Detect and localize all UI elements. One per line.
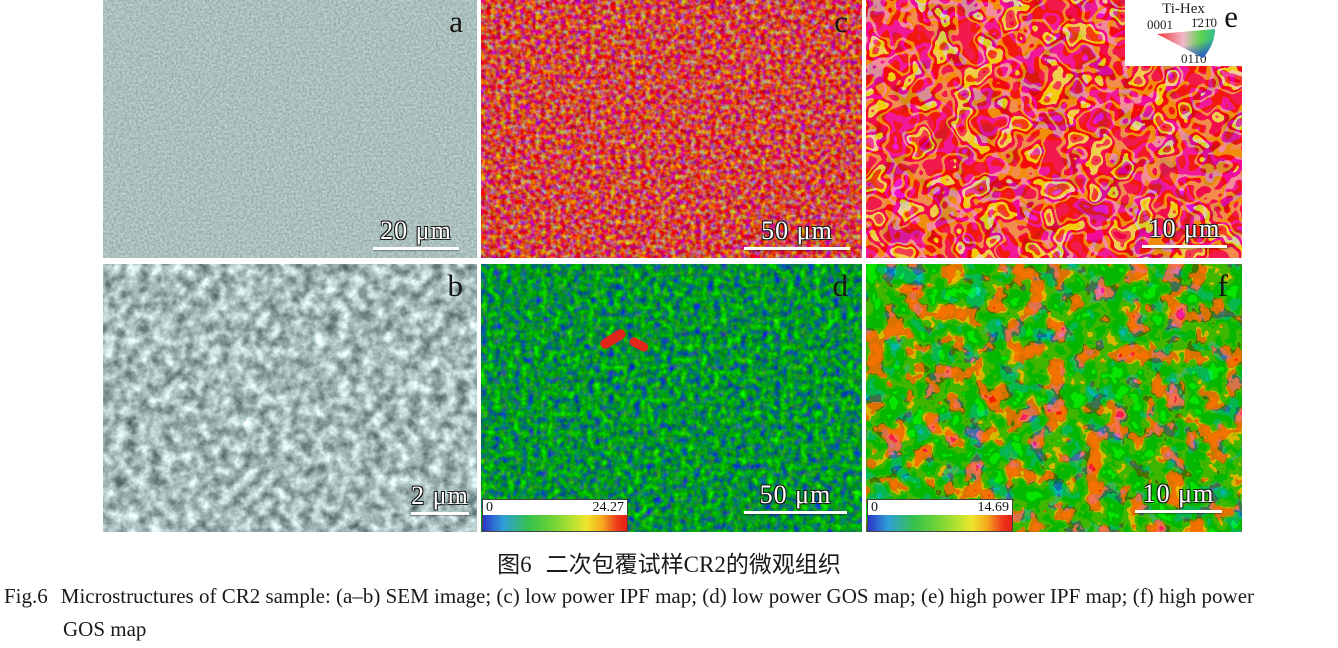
- colorbar-min: 0: [871, 500, 878, 515]
- panel-b-sem-image: b 2 μm: [103, 264, 477, 532]
- caption-english-text: Microstructures of CR2 sample: (a–b) SEM…: [60, 584, 1255, 608]
- colorbar-max: 14.69: [977, 500, 1010, 515]
- scale-bar: 50 μm: [744, 215, 850, 250]
- sem-micrograph-texture: [103, 264, 477, 532]
- scale-bar-label: 20 μm: [380, 215, 452, 245]
- scale-bar-label: 50 μm: [759, 479, 832, 509]
- scale-bar-line: [744, 247, 850, 250]
- panel-label-f: f: [1217, 268, 1228, 303]
- sem-micrograph-texture: [103, 0, 477, 258]
- panel-e-ipf-map-high: Ti-Hex 0001 1̄21̄0 011̄0: [866, 0, 1242, 258]
- colorbar-gradient: [483, 515, 627, 531]
- gos-colorbar: 0 24.27: [482, 499, 628, 532]
- panel-label-b: b: [447, 268, 464, 303]
- panel-c-ipf-map-low: c 50 μm: [481, 0, 862, 258]
- panel-label-a: a: [449, 4, 463, 39]
- ipf-color-triangle-icon: [1157, 29, 1215, 58]
- panel-f-gos-map-high: f 10 μm 0 14.69: [866, 264, 1242, 532]
- caption-chinese: 图6 二次包覆试样CR2的微观组织: [0, 545, 1338, 579]
- legend-corner-0001: 0001: [1147, 17, 1173, 32]
- scale-bar: 2 μm: [411, 480, 469, 515]
- figure-number-cn: 图6: [497, 552, 532, 577]
- caption-chinese-text: 二次包覆试样CR2的微观组织: [545, 552, 841, 577]
- scale-bar-label: 10 μm: [1148, 213, 1221, 243]
- scale-bar-line: [1135, 510, 1222, 513]
- scale-bar: 10 μm: [1142, 213, 1227, 248]
- colorbar-min: 0: [486, 500, 493, 515]
- ipf-map-texture: [481, 0, 862, 258]
- legend-corner-1210: 1̄21̄0: [1191, 15, 1217, 30]
- scale-bar: 10 μm: [1135, 478, 1222, 513]
- scale-bar-line: [411, 512, 469, 515]
- panel-d-gos-map-low: d 50 μm 0 24.27: [481, 264, 862, 532]
- gos-map-texture: [866, 264, 1242, 532]
- legend-title: Ti-Hex: [1162, 1, 1205, 17]
- colorbar-gradient: [868, 515, 1012, 531]
- gos-colorbar: 0 14.69: [867, 499, 1013, 532]
- scale-bar-label: 50 μm: [761, 215, 833, 245]
- scale-bar-label: 10 μm: [1142, 478, 1215, 508]
- panel-a-sem-image: a 20 μm: [103, 0, 477, 258]
- panel-label-e: e: [1224, 0, 1238, 34]
- colorbar-max: 24.27: [592, 500, 625, 515]
- ipf-legend: Ti-Hex 0001 1̄21̄0 011̄0: [1125, 0, 1242, 66]
- scale-bar-line: [744, 511, 847, 514]
- scale-bar: 20 μm: [373, 215, 459, 250]
- caption-english-line2: GOS map: [63, 617, 147, 641]
- scale-bar-line: [1142, 245, 1227, 248]
- gos-map-texture: [481, 264, 862, 532]
- scale-bar-line: [373, 247, 459, 250]
- panel-label-c: c: [834, 4, 848, 39]
- panel-label-d: d: [832, 268, 849, 303]
- figure-number-en: Fig.6: [4, 584, 48, 608]
- scale-bar-label: 2 μm: [411, 480, 469, 510]
- caption-english-line1: Fig.6 Microstructures of CR2 sample: (a–b…: [4, 584, 1338, 609]
- scale-bar: 50 μm: [744, 479, 847, 514]
